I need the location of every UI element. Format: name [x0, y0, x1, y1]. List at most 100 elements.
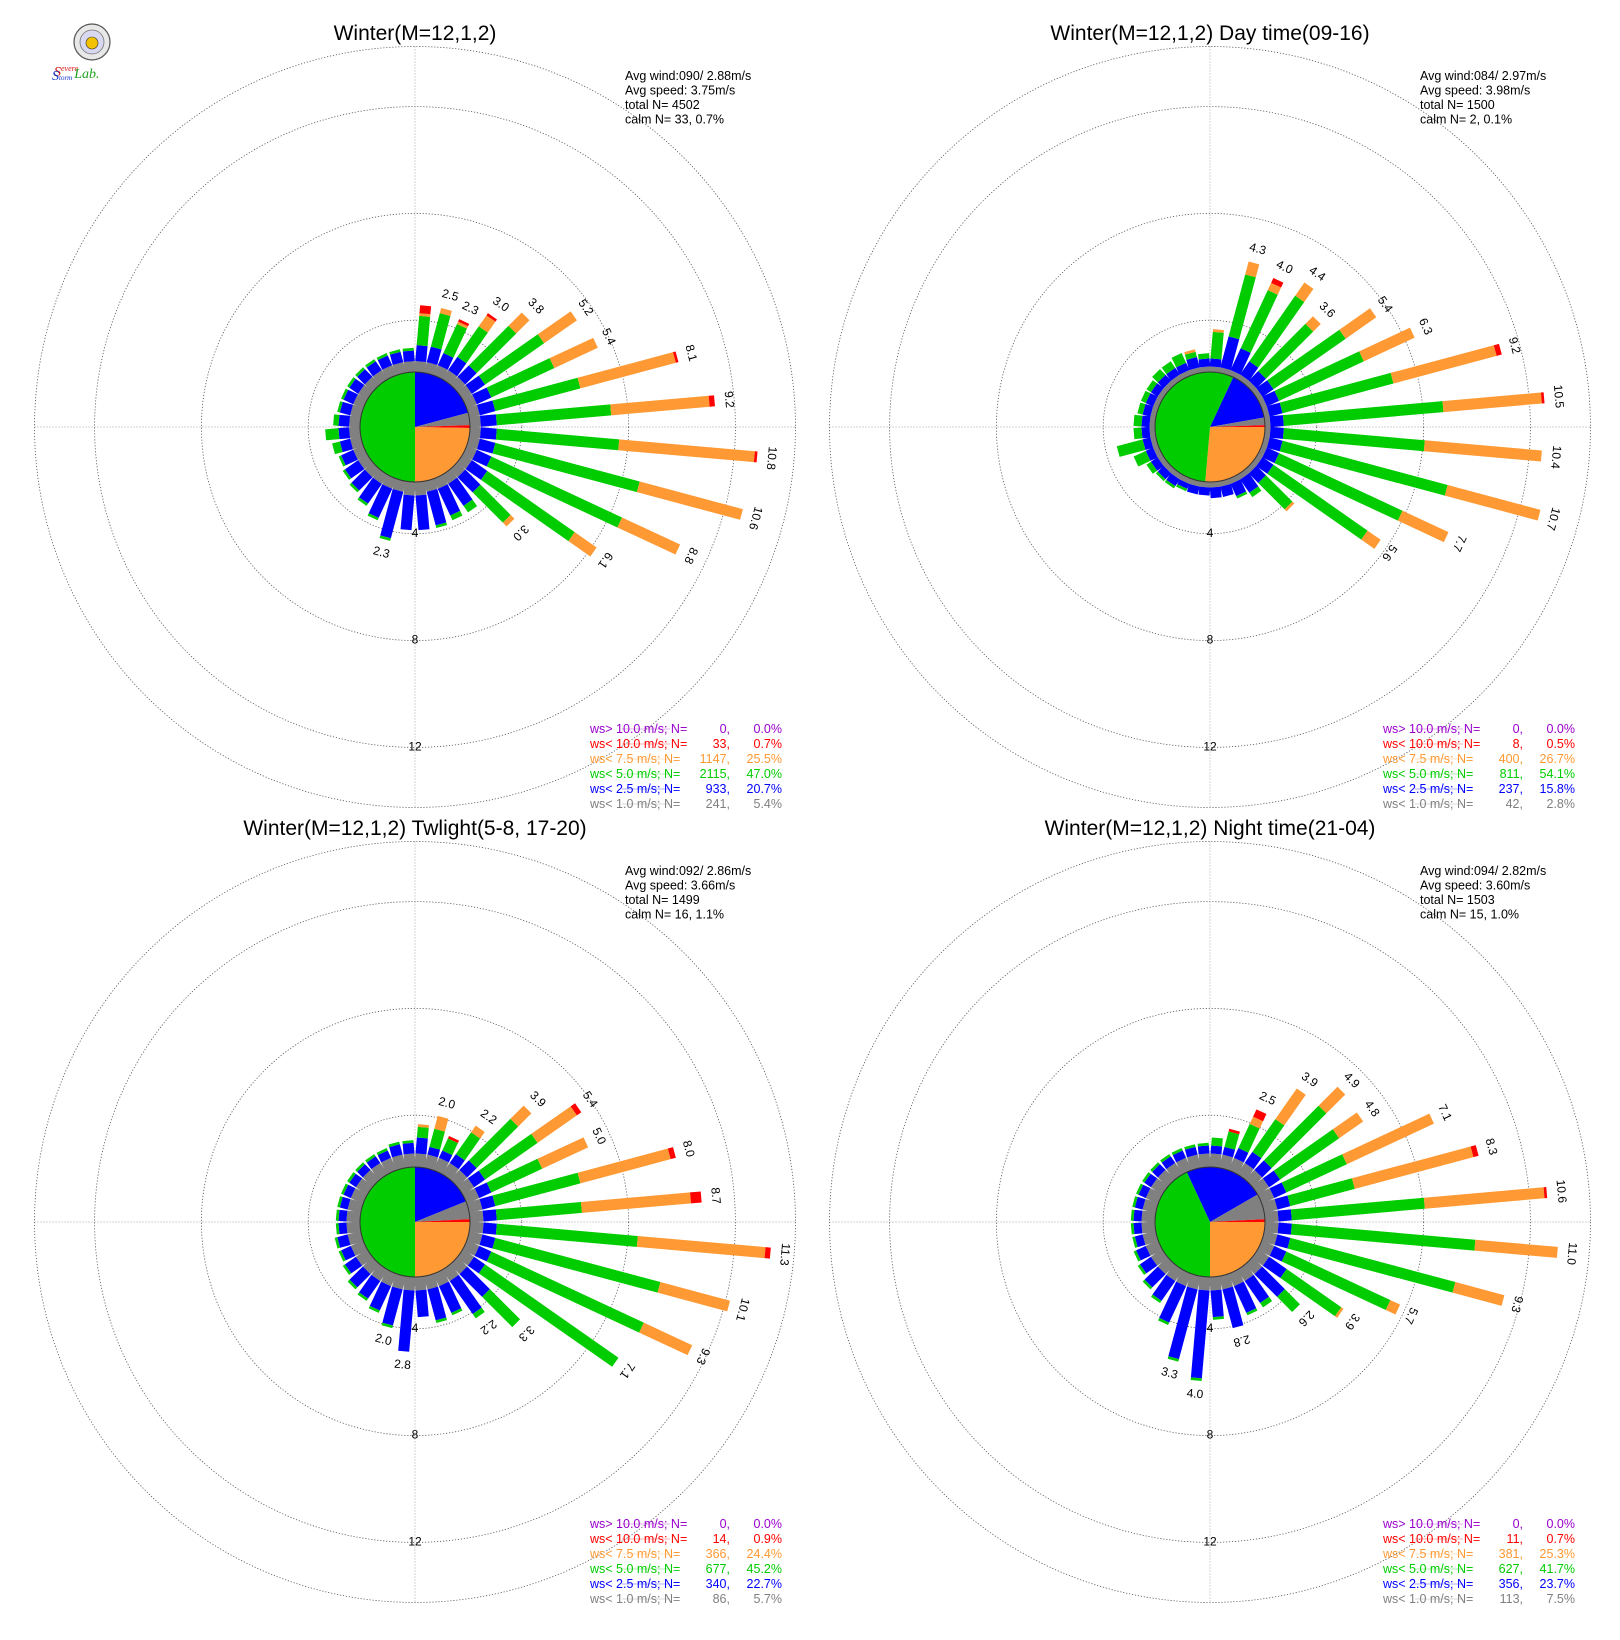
bar-segment-lt2-5 [1277, 1209, 1292, 1222]
bar-segment-lt5 [335, 1209, 340, 1221]
bar-value-label: 3.6 [1316, 299, 1338, 321]
bar-segment-lt2-5 [359, 477, 382, 504]
ring-tick-label: 4 [1207, 1321, 1214, 1335]
bar-value-label: 7.1 [617, 1360, 638, 1382]
bar-value-label: 3.3 [1160, 1364, 1180, 1382]
legend-entry: ws< 5.0 m/s; N= 2115, 47.0% [589, 767, 782, 781]
bar-segment-lt5 [495, 404, 612, 426]
bar-segment-lt5 [450, 510, 463, 521]
legend-percent: 25.3% [1540, 1547, 1575, 1561]
bar-segment-lt7-5 [577, 352, 676, 389]
legend-percent: 0.0% [754, 1517, 783, 1531]
bar-segment-lt2-5 [1172, 1150, 1187, 1163]
bar-segment-lt10 [1271, 278, 1284, 288]
legend-count: 8, [1513, 737, 1523, 751]
bar-segment-lt5 [1133, 1250, 1141, 1262]
bar-segment-lt2-5 [457, 365, 477, 385]
range-ring [200, 212, 630, 642]
hub-pie-slice [1186, 1167, 1258, 1222]
bar-segment-lt2-5 [1157, 374, 1172, 389]
direction-bar [1257, 1113, 1434, 1204]
bar-segment-lt5 [334, 1237, 341, 1249]
bar-value-label: 10.1 [733, 1297, 753, 1323]
bar-segment-lt2-5 [349, 1266, 371, 1288]
direction-bar [456, 1103, 582, 1195]
bar-segment-lt2-5 [415, 1137, 428, 1155]
bar-segment-lt1 [353, 445, 368, 460]
legend-count: 11, [1507, 1532, 1523, 1546]
wind-rose-panel-4: 4 8 12 2.5 3.9 4.9 4.8 7.1 8.3 10.6 11.0 9.3 5.7 3.9 2… [829, 817, 1591, 1606]
bar-segment-lt2-5 [465, 460, 488, 480]
bar-segment-lt2-5 [1144, 1173, 1158, 1188]
legend-entry: ws< 2.5 m/s; N= 340, 22.7% [589, 1577, 782, 1591]
range-ring [996, 212, 1425, 642]
direction-bar [338, 1240, 368, 1262]
bar-segment-lt5 [1137, 402, 1146, 415]
legend-entry: ws< 7.5 m/s; N= 381, 25.3% [1382, 1547, 1575, 1561]
bar-segment-lt2-5 [474, 1182, 492, 1199]
hub-pie-slice [415, 1201, 470, 1222]
bar-value-label: 5.4 [599, 326, 619, 347]
stats-line: Avg wind:092/ 2.86m/s [625, 864, 751, 878]
bar-segment-lt2-5 [1233, 1281, 1257, 1313]
bar-segment-lt2-5 [1186, 356, 1200, 371]
direction-bar [341, 388, 368, 409]
legend-percent: 23.7% [1540, 1577, 1575, 1591]
bar-segment-lt1 [1251, 1249, 1270, 1266]
bar-segment-lt1 [1257, 445, 1268, 458]
hub-pie-outline [359, 371, 471, 483]
bar-segment-lt2-5 [369, 1281, 392, 1311]
bar-segment-lt5 [416, 315, 431, 347]
bar-segment-lt7-5 [581, 1192, 692, 1213]
bar-segment-lt7-5 [537, 311, 577, 344]
bar-segment-lt7-5 [568, 532, 597, 557]
hub-pie-slice [1205, 427, 1265, 482]
direction-bar [1116, 435, 1159, 457]
bar-segment-lt2-5 [1210, 1289, 1224, 1318]
bar-segment-lt10 [570, 1103, 582, 1116]
range-ring [200, 1008, 630, 1437]
ring-tick-label: 4 [1207, 526, 1214, 540]
bar-segment-lt2-5 [1159, 1281, 1187, 1323]
stats-line: total N= 1499 [625, 893, 700, 907]
bar-segment-lt5 [1279, 440, 1448, 496]
bar-segment-lt1 [450, 1169, 468, 1187]
bar-segment-lt2-5 [1222, 1146, 1236, 1158]
bar-segment-lt5 [495, 1223, 638, 1247]
bar-segment-lt5 [1197, 1142, 1209, 1147]
bar-segment-lt5 [486, 456, 623, 528]
bar-segment-lt7-5 [1342, 1113, 1434, 1165]
stats-line: Avg wind:084/ 2.97m/s [1420, 69, 1546, 83]
bar-segment-lt1 [442, 1162, 459, 1181]
direction-bar [381, 1273, 407, 1329]
bar-segment-lt2-5 [338, 414, 351, 427]
bar-segment-lt5 [342, 469, 352, 480]
direction-bar [1264, 392, 1545, 428]
bar-segment-lt2-5 [341, 449, 358, 466]
bar-value-label: 4.9 [1341, 1069, 1363, 1091]
bar-segment-lt5 [1240, 290, 1278, 353]
bar-segment-lt10 [1543, 1187, 1548, 1199]
legend-entry: ws< 1.0 m/s; N= 241, 5.4% [589, 797, 782, 811]
hub-pie-slice [1210, 1219, 1265, 1222]
direction-bar [1142, 1172, 1169, 1195]
direction-bar [1209, 1137, 1223, 1168]
legend-percent: 22.7% [747, 1577, 782, 1591]
direction-bar [1184, 349, 1202, 376]
direction-bar [433, 1269, 463, 1316]
bar-value-label: 8.8 [681, 545, 701, 566]
legend-count: 86, [713, 1592, 730, 1606]
direction-bar [1257, 445, 1449, 543]
legend-entry: ws< 1.0 m/s; N= 113, 7.5% [1382, 1592, 1575, 1606]
bar-segment-lt7-5 [1351, 1146, 1474, 1189]
bar-segment-lt2-5 [1248, 465, 1266, 483]
legend-percent: 45.2% [747, 1562, 782, 1576]
bar-segment-lt1 [456, 1178, 475, 1195]
bar-segment-lt1 [349, 426, 361, 439]
bar-value-label: 4.8 [1362, 1098, 1383, 1120]
bar-segment-lt2-5 [1177, 479, 1190, 489]
ring-tick-label: 12 [1203, 739, 1217, 753]
bar-segment-lt2-5 [1254, 1266, 1285, 1297]
bar-segment-lt1 [1218, 1273, 1234, 1290]
hub-pie-outline [1154, 1166, 1266, 1278]
